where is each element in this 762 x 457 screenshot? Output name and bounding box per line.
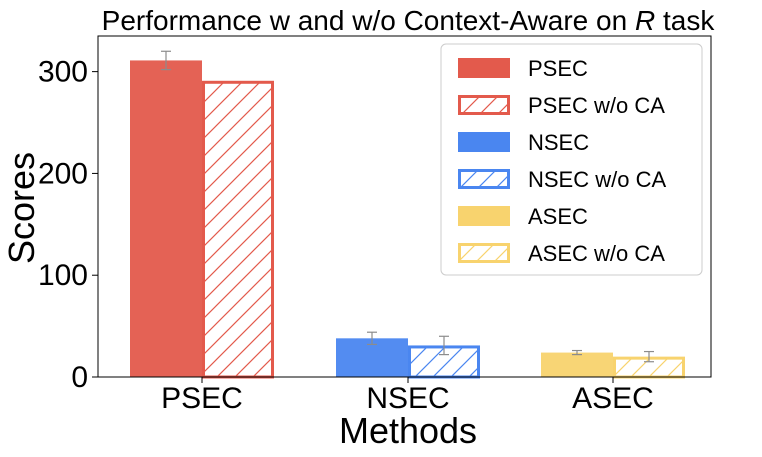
- legend-swatch-psec-w-o-ca: [458, 95, 510, 115]
- error-bars-layer: [161, 50, 654, 363]
- legend-label-asec: ASEC: [528, 204, 588, 229]
- legend-swatch-nsec-w-o-ca: [458, 169, 510, 189]
- error-bar-nsec-w-o-ca: [439, 335, 449, 356]
- legend-swatch-asec: [458, 206, 510, 226]
- y-axis-label: Scores: [1, 152, 42, 264]
- chart-title: Performance w and w/o Context-Aware on R…: [102, 5, 716, 36]
- bar-asec: [541, 352, 613, 377]
- legend-label-psec: PSEC: [528, 56, 588, 81]
- error-bar-psec: [161, 50, 171, 71]
- legend-swatch-asec-w-o-ca: [458, 243, 510, 263]
- x-axis: PSEC NSEC ASEC: [161, 377, 654, 415]
- y-tick-label: 300: [38, 56, 88, 89]
- bars-layer: [130, 60, 685, 379]
- y-tick-label: 100: [38, 259, 88, 292]
- y-axis: 0 100 200 300: [38, 56, 98, 394]
- x-tick-label: PSEC: [161, 382, 243, 415]
- y-tick-label: 0: [71, 361, 88, 394]
- plot-area-frame: [97, 35, 712, 378]
- legend: PSEC PSEC w/o CA NSEC NSEC w/o CA ASEC ASEC w…: [440, 43, 703, 276]
- legend-label-nsec-w-o-ca: NSEC w/o CA: [528, 167, 666, 192]
- error-bar-asec-w-o-ca: [644, 350, 654, 363]
- y-tick-label: 200: [38, 157, 88, 190]
- x-tick-label: NSEC: [366, 382, 449, 415]
- legend-swatch-psec: [458, 58, 510, 78]
- bar-psec: [130, 60, 202, 378]
- x-tick-label: ASEC: [572, 382, 654, 415]
- error-bar-asec: [572, 349, 582, 356]
- x-axis-label: Methods: [339, 410, 477, 451]
- legend-label-nsec: NSEC: [528, 130, 589, 155]
- error-bar-nsec: [367, 331, 377, 346]
- bar-psec-w-o-ca: [202, 80, 274, 379]
- legend-label-psec-w-o-ca: PSEC w/o CA: [528, 93, 665, 118]
- legend-label-asec-w-o-ca: ASEC w/o CA: [528, 241, 665, 266]
- legend-swatch-nsec: [458, 132, 510, 152]
